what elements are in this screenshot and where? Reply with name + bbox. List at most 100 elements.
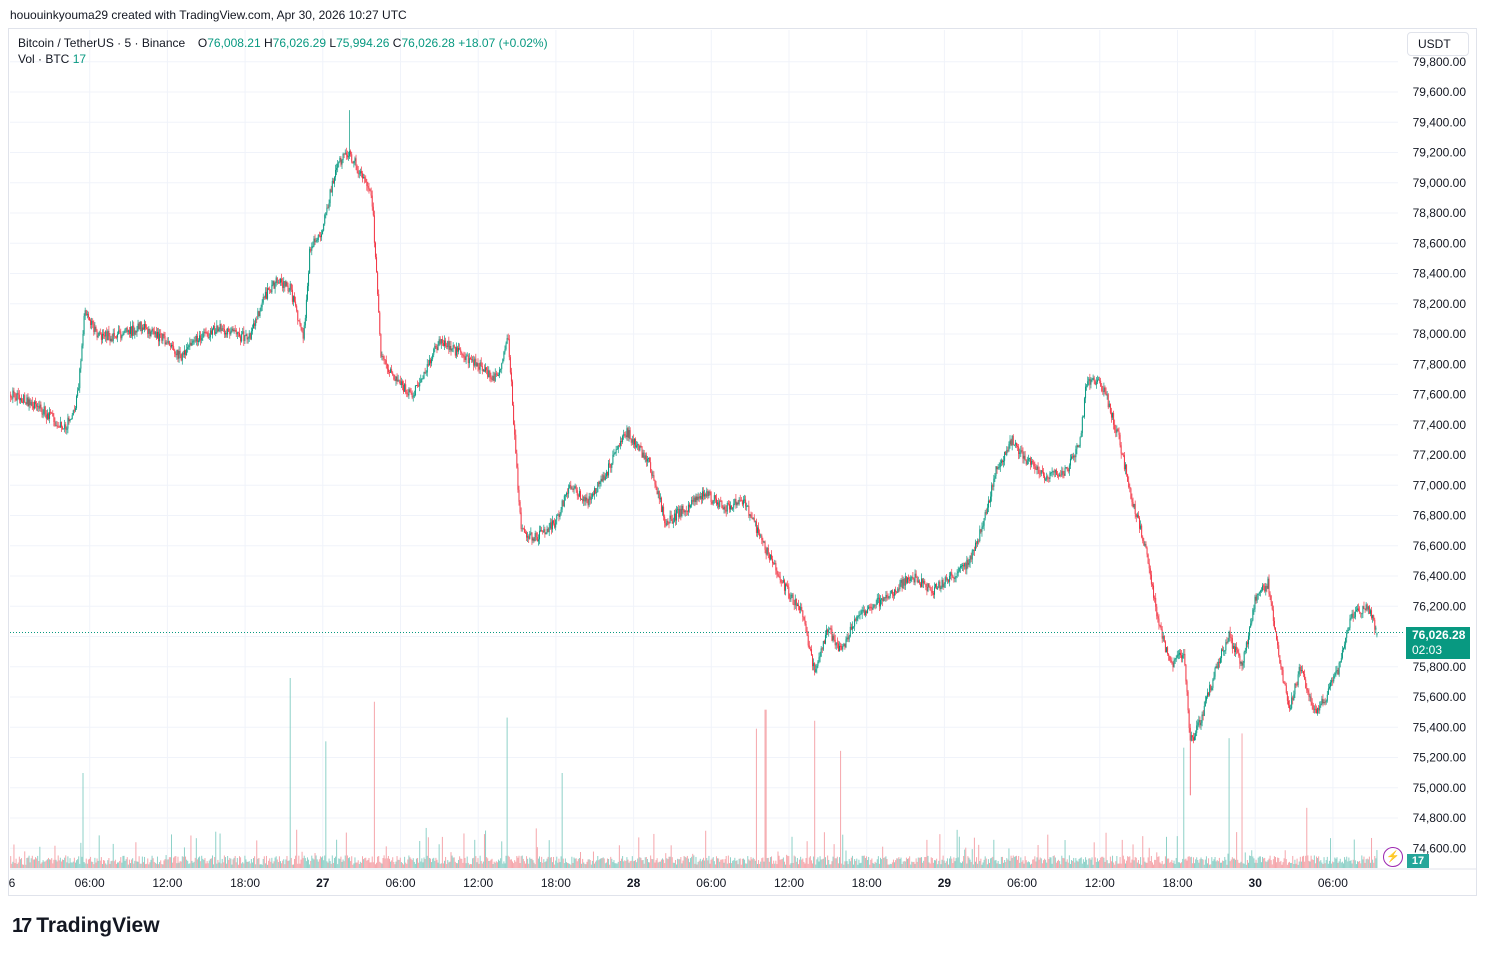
- volume-bar: [121, 862, 123, 868]
- candle-body: [650, 462, 652, 472]
- candle-body: [1213, 676, 1215, 680]
- volume-bar: [167, 859, 169, 868]
- volume-bar: [1309, 861, 1311, 868]
- volume-bar: [598, 860, 600, 868]
- candle-body: [1083, 398, 1085, 417]
- volume-bar: [742, 858, 744, 868]
- volume-bar: [319, 856, 321, 868]
- candle-body: [64, 424, 66, 429]
- volume-bar: [1051, 863, 1053, 868]
- candle-body: [640, 445, 642, 447]
- candle-body: [686, 511, 688, 513]
- candle-body: [742, 499, 744, 505]
- volume-bar: [793, 855, 795, 868]
- volume-bar: [1202, 859, 1204, 868]
- volume-bar: [18, 856, 20, 868]
- volume-bar: [356, 862, 358, 868]
- candle-body: [426, 364, 428, 373]
- volume-bar: [193, 861, 195, 868]
- volume-bar: [199, 856, 201, 868]
- candle-body: [888, 595, 890, 599]
- candle-body: [204, 331, 206, 333]
- volume-bar: [562, 858, 564, 868]
- volume-bar: [1274, 857, 1276, 868]
- volume-bar: [1099, 859, 1101, 868]
- candle-body: [1079, 437, 1081, 447]
- volume-bar: [118, 862, 120, 868]
- candle-body: [794, 598, 796, 605]
- volume-bar: [695, 856, 697, 868]
- candle-body: [1081, 417, 1083, 434]
- candle-body: [497, 375, 499, 377]
- candle-body: [38, 405, 40, 409]
- symbol-label[interactable]: Bitcoin / TetherUS · 5 · Binance: [18, 36, 186, 50]
- volume-bar: [550, 856, 552, 868]
- candle-body: [118, 330, 120, 335]
- tradingview-logo[interactable]: 17 TradingView: [12, 914, 160, 938]
- candle-body: [1290, 708, 1292, 710]
- lightning-icon[interactable]: ⚡: [1383, 847, 1403, 867]
- candle-body: [624, 434, 626, 436]
- candle-body: [346, 155, 348, 158]
- volume-bar: [235, 862, 237, 868]
- candle-body: [709, 491, 711, 493]
- volume-bar: [1004, 859, 1006, 868]
- candle-body: [1338, 662, 1340, 675]
- y-tick-label: 76,200.00: [1413, 599, 1467, 613]
- candle-body: [610, 464, 612, 468]
- volume-bar: [795, 861, 797, 868]
- candle-body: [554, 523, 556, 528]
- volume-bar: [1083, 861, 1085, 868]
- volume-bar: [40, 863, 42, 868]
- volume-bar: [1082, 859, 1084, 868]
- candle-body: [512, 381, 514, 406]
- volume-bar: [510, 859, 512, 868]
- candle-body: [19, 398, 21, 401]
- candle-body: [928, 583, 930, 587]
- candle-body: [666, 520, 668, 526]
- volume-bar: [1172, 863, 1174, 868]
- candle-body: [747, 505, 749, 507]
- candle-body: [1199, 719, 1201, 726]
- candle-body: [681, 505, 683, 517]
- volume-bar: [110, 861, 112, 868]
- volume-label[interactable]: Vol · BTC: [18, 52, 70, 66]
- volume-bar: [993, 839, 995, 868]
- candle-body: [591, 493, 593, 498]
- candle-body: [1376, 632, 1378, 636]
- volume-bar: [1139, 863, 1141, 868]
- candle-body: [39, 404, 41, 409]
- volume-bar: [488, 860, 490, 868]
- volume-bar: [385, 846, 387, 868]
- candle-body: [202, 333, 204, 338]
- volume-bar: [314, 853, 316, 868]
- candle-body: [665, 523, 667, 526]
- candle-body: [662, 506, 664, 513]
- volume-bar: [248, 861, 250, 868]
- candle-body: [1060, 474, 1062, 476]
- candle-body: [986, 507, 988, 514]
- candle-body: [827, 629, 829, 633]
- volume-bar: [905, 857, 907, 868]
- candle-body: [978, 540, 980, 542]
- candle-body: [645, 455, 647, 462]
- candle-body: [1317, 708, 1319, 714]
- candle-body: [1236, 646, 1238, 650]
- candle-body: [313, 238, 315, 247]
- candle-body: [379, 312, 381, 335]
- y-tick-label: 75,200.00: [1413, 751, 1467, 765]
- currency-button[interactable]: USDT: [1407, 32, 1469, 56]
- volume-bar: [1035, 861, 1037, 868]
- candle-body: [663, 506, 665, 517]
- volume-bar: [657, 862, 659, 868]
- candle-body: [744, 499, 746, 501]
- candle-body: [357, 170, 359, 174]
- volume-bar: [537, 858, 539, 868]
- volume-bar: [84, 863, 86, 868]
- candle-body: [711, 502, 713, 504]
- volume-bar: [450, 852, 452, 868]
- candle-body: [858, 615, 860, 617]
- candle-body: [1104, 387, 1106, 393]
- volume-bar: [670, 845, 672, 868]
